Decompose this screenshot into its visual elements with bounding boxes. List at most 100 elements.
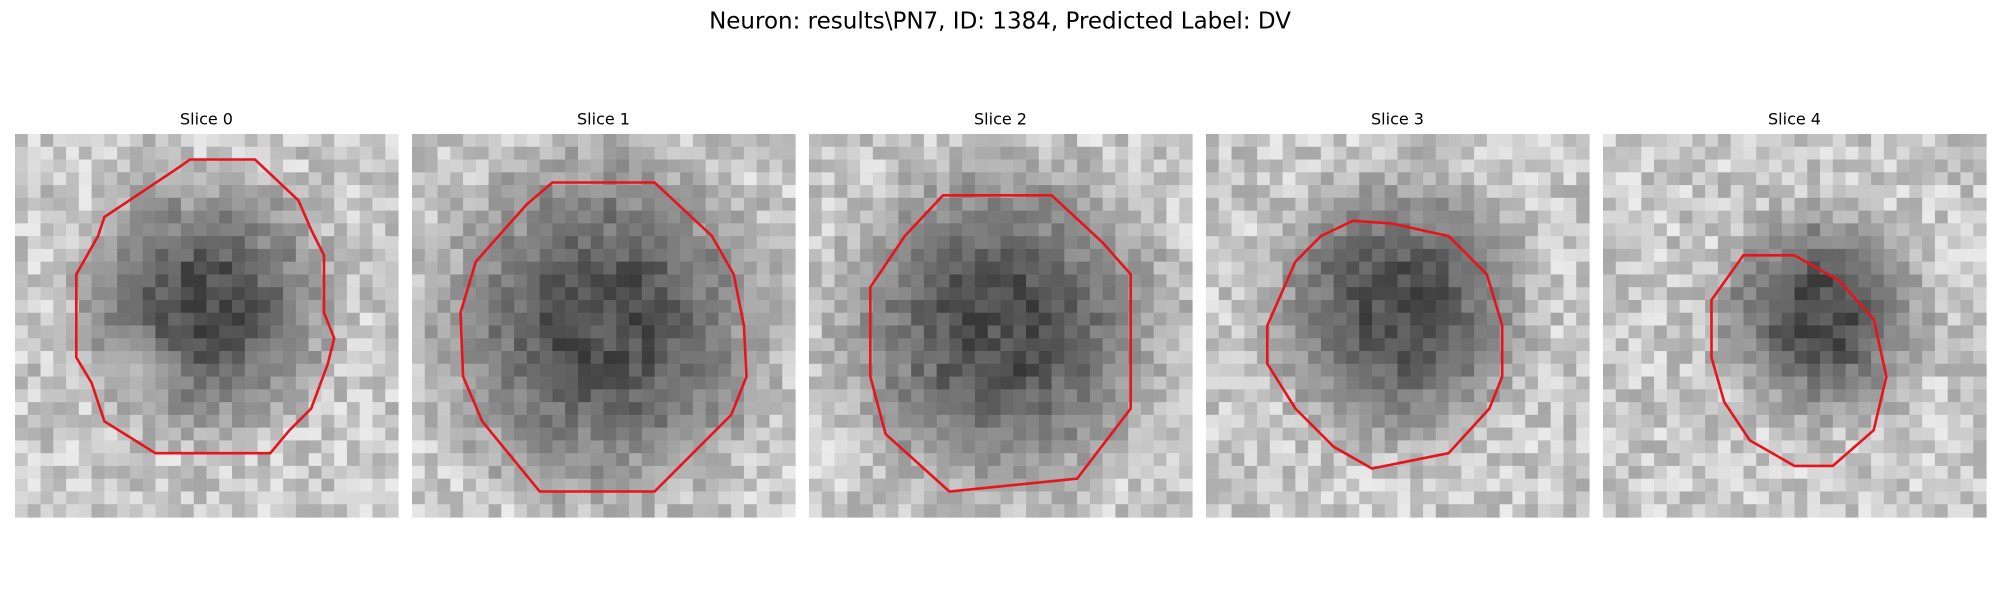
pixel (1026, 274, 1040, 288)
pixel (1115, 312, 1129, 327)
pixel (962, 236, 976, 250)
pixel (539, 338, 554, 352)
pixel (1858, 414, 1872, 429)
pixel (911, 389, 925, 403)
pixel (270, 312, 284, 327)
pixel (1474, 376, 1488, 390)
pixel (1807, 210, 1821, 224)
pixel (180, 312, 195, 327)
pixel (142, 351, 157, 365)
pixel (1845, 427, 1859, 441)
pixel (1064, 453, 1078, 467)
pixel (565, 478, 579, 493)
pixel (526, 402, 541, 416)
pixel (1692, 172, 1706, 186)
pixel (1435, 197, 1450, 212)
pixel (117, 351, 131, 365)
pixel (424, 376, 439, 390)
pixel (257, 478, 271, 493)
pixel (692, 172, 707, 186)
pixel (1679, 376, 1693, 390)
pixel (334, 299, 348, 314)
pixel (78, 287, 93, 301)
pixel (898, 146, 912, 161)
pixel (692, 402, 707, 416)
pixel (1448, 465, 1462, 480)
pixel (1641, 453, 1655, 467)
pixel (129, 287, 144, 301)
pixel (1000, 159, 1014, 173)
pixel (860, 274, 874, 288)
pixel (463, 185, 477, 199)
pixel (1654, 402, 1668, 416)
pixel (923, 287, 938, 301)
pixel (1115, 261, 1129, 276)
pixel (898, 465, 912, 480)
pixel (283, 261, 297, 276)
pixel (1089, 325, 1104, 339)
pixel (1883, 351, 1898, 365)
pixel (1231, 440, 1245, 454)
pixel (1115, 134, 1129, 148)
pixel (949, 440, 963, 454)
pixel (629, 299, 643, 314)
pixel (346, 248, 361, 263)
pixel (1051, 440, 1065, 454)
pixel (1371, 402, 1386, 416)
pixel (1153, 146, 1168, 161)
pixel (1179, 478, 1193, 493)
pixel (488, 248, 502, 263)
pixel (1537, 185, 1552, 199)
pixel (962, 210, 976, 224)
pixel (1397, 312, 1411, 327)
pixel (346, 312, 361, 327)
pixel (1384, 261, 1399, 276)
pixel (769, 376, 783, 390)
pixel (1206, 236, 1220, 250)
pixel (514, 185, 528, 199)
pixel (552, 159, 566, 173)
pixel (1166, 465, 1180, 480)
pixel (1282, 185, 1296, 199)
pixel (1102, 210, 1116, 224)
pixel (603, 299, 617, 314)
pixel (680, 261, 694, 276)
pixel (769, 261, 783, 276)
pixel (1435, 312, 1450, 327)
pixel (1371, 185, 1386, 199)
pixel (885, 363, 899, 378)
pixel (1218, 376, 1233, 390)
pixel (1448, 210, 1462, 224)
pixel (1603, 261, 1617, 276)
pixel (1615, 402, 1630, 416)
pixel (1730, 299, 1745, 314)
pixel (577, 159, 592, 173)
pixel (1474, 402, 1488, 416)
pixel (847, 478, 861, 493)
pixel (1641, 376, 1655, 390)
pixel (692, 236, 707, 250)
pixel (1666, 491, 1681, 505)
pixel (193, 146, 208, 161)
pixel (257, 210, 271, 224)
pixel (1743, 402, 1757, 416)
pixel (987, 363, 1002, 378)
pixel (1346, 465, 1360, 480)
pixel (193, 351, 208, 365)
pixel (1295, 351, 1309, 365)
pixel (743, 376, 758, 390)
pixel (731, 261, 745, 276)
pixel (782, 172, 796, 186)
pixel (1973, 491, 1987, 505)
pixel (1525, 402, 1539, 416)
pixel (1794, 312, 1808, 327)
pixel (809, 197, 823, 212)
pixel (334, 465, 348, 480)
pixel (15, 427, 29, 441)
pixel (1615, 134, 1630, 148)
pixel (1641, 351, 1655, 365)
pixel (1603, 427, 1617, 441)
pixel (53, 414, 67, 429)
pixel (168, 402, 182, 416)
pixel (206, 427, 220, 441)
